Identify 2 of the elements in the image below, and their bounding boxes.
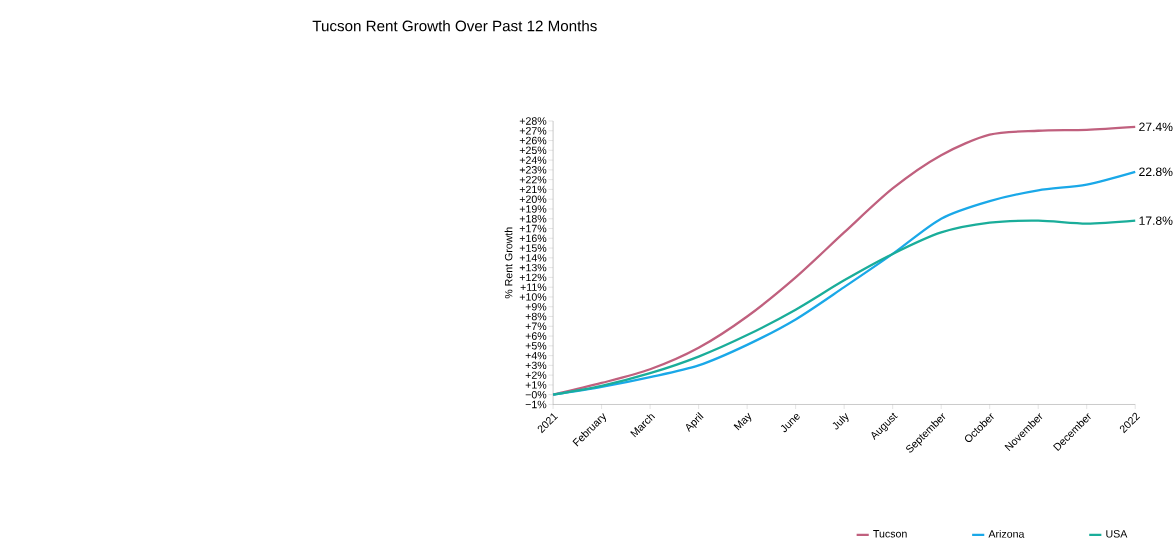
line-series	[551, 125, 1137, 396]
line-series	[551, 219, 1137, 396]
